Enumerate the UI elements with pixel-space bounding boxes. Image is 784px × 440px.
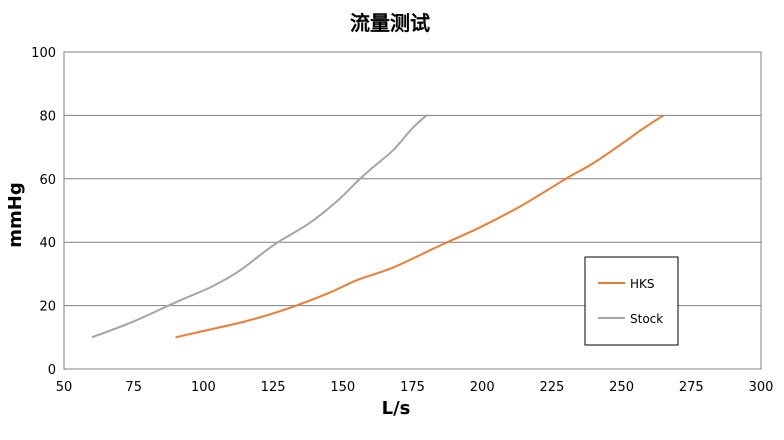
x-tick-label: 50 — [56, 380, 73, 395]
x-tick-label: 125 — [261, 380, 286, 395]
series-layer — [91, 114, 664, 339]
y-tick-label: 80 — [39, 109, 56, 124]
y-tick-label: 0 — [48, 363, 56, 378]
y-tick-label: 20 — [39, 300, 56, 315]
legend-label-hks: HKS — [630, 277, 655, 291]
y-tick-label: 100 — [31, 46, 56, 61]
series-line-stock — [91, 114, 428, 339]
x-axis-label: L/s — [382, 398, 411, 419]
x-tick-label: 225 — [539, 380, 564, 395]
series-line-hks — [175, 114, 664, 339]
y-tick-labels: 0 20 40 60 80 100 — [31, 46, 56, 378]
x-tick-label: 175 — [400, 380, 425, 395]
x-tick-label: 150 — [330, 380, 355, 395]
legend-label-stock: Stock — [630, 312, 663, 326]
legend: HKS Stock — [584, 256, 679, 346]
x-tick-label: 100 — [191, 380, 216, 395]
y-tick-label: 40 — [39, 236, 56, 251]
plot-area — [63, 51, 762, 370]
y-axis-label: mmHg — [5, 182, 26, 247]
x-tick-label: 275 — [679, 380, 704, 395]
x-tick-label: 200 — [470, 380, 495, 395]
x-tick-labels: 50 75 100 125 150 175 200 225 250 275 300 — [56, 380, 774, 395]
x-tick-label: 300 — [749, 380, 774, 395]
y-tick-label: 60 — [39, 173, 56, 188]
x-tick-label: 75 — [125, 380, 142, 395]
legend-box — [584, 256, 679, 346]
chart-title: 流量测试 — [350, 11, 430, 35]
x-tick-label: 250 — [609, 380, 634, 395]
